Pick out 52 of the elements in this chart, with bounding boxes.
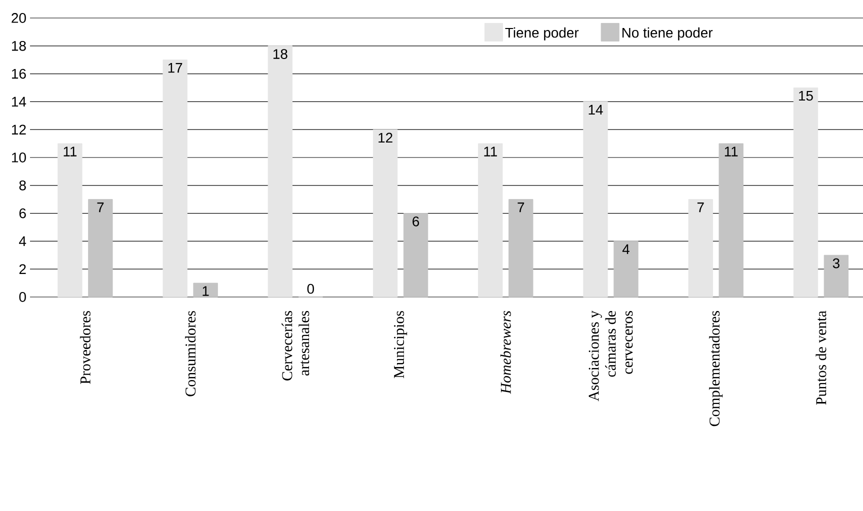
data-label: 11 bbox=[64, 146, 77, 156]
bar bbox=[824, 254, 849, 298]
x-tick-label: Homebrewers bbox=[500, 310, 511, 394]
data-label: 11 bbox=[724, 146, 738, 156]
x-tick-label: Complementadores bbox=[709, 311, 723, 426]
bar bbox=[583, 101, 608, 298]
bar bbox=[478, 143, 503, 298]
bar bbox=[372, 129, 398, 298]
bar bbox=[193, 282, 218, 298]
data-label: 4 bbox=[622, 244, 630, 254]
x-tick-label: Asociaciones y cámaras de cerveceros bbox=[588, 310, 633, 402]
data-label: 0 bbox=[307, 284, 314, 294]
legend-label: No tiene poder bbox=[622, 27, 713, 40]
x-tick-label: Proveedores bbox=[80, 311, 90, 384]
y-tick-label: 4 bbox=[19, 236, 26, 246]
bar bbox=[614, 240, 638, 298]
data-label: 1 bbox=[202, 286, 209, 296]
data-label: 3 bbox=[832, 258, 840, 268]
x-tick-label: Cervecerías artesanales bbox=[282, 311, 310, 380]
bar bbox=[403, 213, 428, 298]
data-label: 7 bbox=[518, 202, 524, 212]
data-label: 12 bbox=[378, 132, 392, 143]
data-label: 7 bbox=[97, 202, 104, 212]
y-tick-label: 10 bbox=[12, 152, 26, 162]
y-tick-label: 6 bbox=[19, 208, 26, 218]
bar bbox=[718, 143, 744, 298]
bar bbox=[688, 199, 713, 298]
bar bbox=[268, 46, 293, 298]
data-label: 11 bbox=[484, 146, 497, 156]
bar bbox=[162, 60, 188, 298]
bar bbox=[793, 87, 818, 298]
y-tick-label: 16 bbox=[12, 68, 26, 79]
data-label: 6 bbox=[412, 216, 420, 226]
x-tick-label: Municipios bbox=[394, 311, 408, 378]
y-tick-label: 18 bbox=[12, 40, 26, 51]
y-tick-label: 12 bbox=[12, 124, 26, 134]
bar bbox=[508, 199, 534, 298]
data-label: 17 bbox=[168, 63, 182, 73]
data-label: 7 bbox=[697, 202, 704, 212]
y-tick-label: 20 bbox=[12, 13, 26, 23]
data-label: 15 bbox=[799, 90, 813, 101]
x-tick-label: Puntos de venta bbox=[816, 310, 826, 405]
y-tick-label: 2 bbox=[19, 264, 26, 274]
bar bbox=[88, 199, 113, 298]
y-tick-label: 0 bbox=[19, 292, 26, 302]
y-tick-label: 8 bbox=[19, 180, 26, 190]
bar bbox=[58, 143, 82, 298]
data-label: 18 bbox=[273, 49, 288, 59]
legend-label: Tiene poder bbox=[505, 27, 579, 40]
x-tick-label: Consumidores bbox=[185, 311, 196, 396]
data-label: 14 bbox=[588, 104, 603, 114]
y-tick-label: 14 bbox=[12, 96, 26, 106]
